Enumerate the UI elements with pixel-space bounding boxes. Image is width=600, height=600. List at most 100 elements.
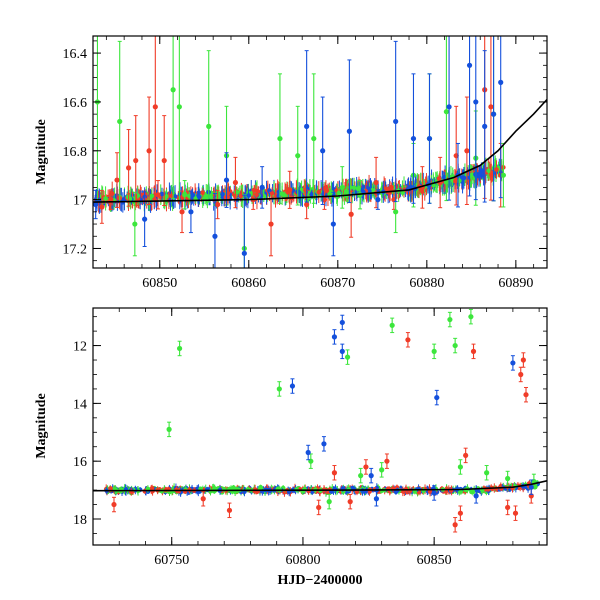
red-data-point [226,507,233,513]
red-data-point [99,204,105,210]
red-data-point [287,187,293,193]
data-point [355,186,361,192]
blue-data-point [339,319,345,326]
data-point [238,193,244,199]
data-point [328,189,334,195]
green-data-point [431,348,437,354]
red-data-point [304,201,310,208]
red-data-point [470,348,477,354]
green-data-point [206,123,212,129]
data-point [279,191,285,197]
red-data-point [126,165,132,171]
top-panel-ticks: 60850 60860 60870 60880 60890 16.4 16.6 16.8 17 1… [63,36,547,291]
blue-data-point [510,360,516,366]
blue-data-point [473,493,479,499]
green-data-point [295,153,301,159]
data-point [458,489,464,494]
green-data-point [170,87,176,93]
data-point [159,191,165,197]
blue-data-point [375,197,381,203]
data-point [254,192,259,198]
red-data-point [523,392,529,398]
red-data-point [331,470,338,476]
blue-data-point [188,209,194,215]
blue-data-point [393,118,399,125]
data-point [254,188,260,194]
y-tick-label: 16.4 [63,47,88,62]
blue-data-point [346,128,352,134]
y-tick-label: 16 [73,455,87,470]
blue-data-point [434,394,440,401]
bottom-panel-frame [92,307,548,546]
data-point [108,486,113,491]
red-data-point [464,148,470,154]
green-data-point [182,192,188,198]
data-point [389,184,394,190]
bottom-panel-xlabel: HJD−2400000 [278,573,363,588]
data-point [186,193,192,199]
green-data-point [344,354,351,360]
blue-data-point [410,135,417,142]
red-data-point [348,211,354,217]
red-data-point [316,504,322,511]
top-panel-ylabel: Magnitude [34,119,49,184]
bottom-panel: 60750 60800 60850 12 14 16 18 Magnitude HJD−24… [34,307,548,588]
red-data-point [488,104,494,110]
green-data-point [484,470,490,476]
data-point [470,489,476,494]
red-data-point [215,201,221,208]
data-point [164,194,169,199]
x-tick-label: 60800 [285,553,320,568]
y-tick-label: 16.8 [63,145,88,160]
red-data-point [114,177,120,183]
y-tick-label: 18 [73,513,87,528]
red-data-point [520,357,526,363]
red-data-point [232,179,239,186]
red-data-point [373,179,379,186]
green-data-point [276,386,282,392]
green-data-point [166,426,172,432]
data-point [367,188,372,194]
top-panel-frame [92,35,548,269]
blue-data-point [331,334,338,340]
green-data-point [457,464,463,470]
model-curve [93,98,547,203]
data-point [351,185,357,191]
green-data-point [177,345,183,352]
data-point [336,190,342,196]
blue-data-point [426,135,433,142]
green-data-point [468,314,474,320]
data-point [202,195,208,201]
blue-data-point [466,62,473,68]
x-tick-label: 60750 [154,553,189,568]
red-data-point [200,496,206,502]
y-tick-label: 14 [73,397,87,412]
red-data-point [452,522,458,528]
blue-data-point [498,79,504,85]
red-data-point [155,192,161,198]
x-tick-label: 60890 [498,276,533,291]
blue-data-point [241,250,247,256]
blue-data-point [289,383,296,389]
data-point [267,188,272,193]
model-curve [93,480,547,492]
blue-data-point [212,233,218,239]
blue-data-point [490,111,497,117]
green-data-point [358,473,364,479]
data-point [196,194,202,200]
y-tick-label: 17 [73,194,87,209]
green-data-point [326,499,332,505]
green-data-point [505,475,511,482]
data-point [486,168,492,174]
blue-data-point [330,221,336,227]
green-data-point [132,221,138,227]
green-data-point [176,104,182,110]
blue-data-point [373,496,380,502]
bottom-panel-ylabel: Magnitude [34,393,49,458]
red-data-point [384,458,390,464]
data-point [223,195,229,200]
y-tick-label: 12 [73,340,87,355]
data-point [208,194,214,199]
data-point [309,192,315,197]
